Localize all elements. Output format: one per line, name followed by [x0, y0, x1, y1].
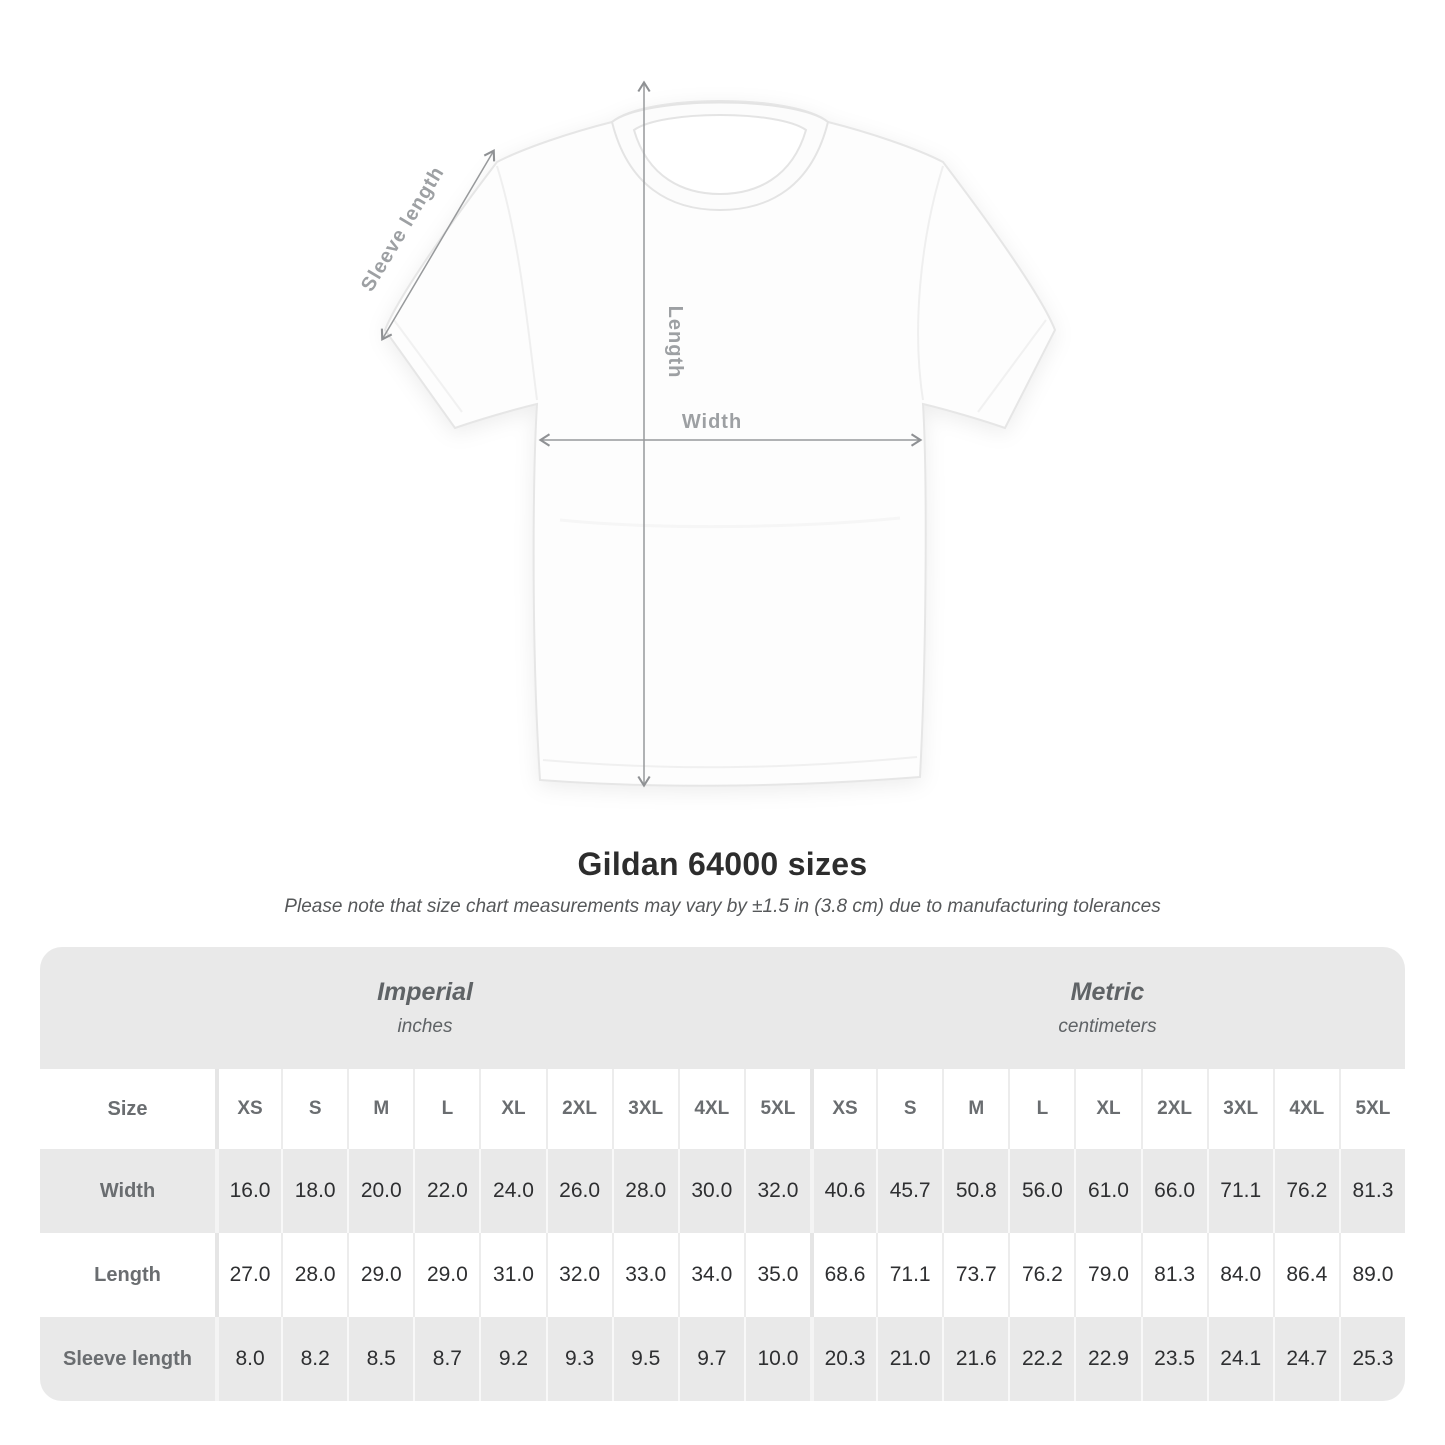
table-cell: 22.2	[1008, 1317, 1075, 1401]
size-table: Imperial inches Metric centimeters Size …	[40, 947, 1405, 1401]
size-col-header: M	[347, 1069, 414, 1149]
table-cell: 22.9	[1074, 1317, 1141, 1401]
table-cell: 16.0	[215, 1149, 282, 1233]
size-col-header: 3XL	[611, 1069, 678, 1149]
table-cell: 81.3	[1338, 1149, 1405, 1233]
size-col-header: L	[1008, 1069, 1075, 1149]
table-cell: 40.6	[810, 1149, 877, 1233]
table-cell: 71.1	[1206, 1149, 1273, 1233]
size-col-header: 5XL	[1338, 1069, 1405, 1149]
table-cell: 24.7	[1272, 1317, 1339, 1401]
sleeve-length-arrow	[380, 149, 496, 341]
width-label: Width	[682, 411, 742, 433]
size-col-header: S	[876, 1069, 943, 1149]
table-cell: 56.0	[1008, 1149, 1075, 1233]
size-col-header: XL	[1074, 1069, 1141, 1149]
metric-group-header: Metric centimeters	[810, 947, 1405, 1069]
table-cell: 28.0	[281, 1233, 348, 1317]
table-cell: 25.3	[1338, 1317, 1405, 1401]
width-annotation: Width	[538, 411, 923, 447]
size-col-header: XS	[810, 1069, 877, 1149]
table-cell: 66.0	[1140, 1149, 1207, 1233]
table-cell: 24.0	[479, 1149, 546, 1233]
table-cell: 31.0	[479, 1233, 546, 1317]
table-cell: 20.3	[810, 1317, 877, 1401]
table-cell: 21.6	[942, 1317, 1009, 1401]
size-col-header: M	[942, 1069, 1009, 1149]
size-col-header: 4XL	[677, 1069, 744, 1149]
table-cell: 79.0	[1074, 1233, 1141, 1317]
table-cell: 21.0	[876, 1317, 943, 1401]
table-cell: 24.1	[1206, 1317, 1273, 1401]
page-title: Gildan 64000 sizes	[577, 846, 868, 882]
table-cell: 86.4	[1272, 1233, 1339, 1317]
size-col-header: XS	[215, 1069, 282, 1149]
size-col-header: XL	[479, 1069, 546, 1149]
table-cell: 30.0	[677, 1149, 744, 1233]
table-cell: 89.0	[1338, 1233, 1405, 1317]
table-cell: 9.3	[545, 1317, 612, 1401]
size-col-header: 5XL	[743, 1069, 810, 1149]
size-header: Size	[40, 1069, 215, 1149]
table-cell: 27.0	[215, 1233, 282, 1317]
table-cell: 84.0	[1206, 1233, 1273, 1317]
metric-unit: centimeters	[1058, 1016, 1157, 1037]
size-col-header: 3XL	[1206, 1069, 1273, 1149]
table-cell: 45.7	[876, 1149, 943, 1233]
table-cell: 76.2	[1272, 1149, 1339, 1233]
tshirt-measurement-diagram: Sleeve length Length Width	[357, 80, 1057, 788]
table-cell: 23.5	[1140, 1317, 1207, 1401]
imperial-group-header: Imperial inches	[40, 947, 810, 1069]
table-cell: 32.0	[545, 1233, 612, 1317]
table-cell: 50.8	[942, 1149, 1009, 1233]
table-cell: 68.6	[810, 1233, 877, 1317]
table-cell: 9.5	[611, 1317, 678, 1401]
tolerance-note: Please note that size chart measurements…	[284, 896, 1161, 917]
table-cell: 34.0	[677, 1233, 744, 1317]
table-cell: 35.0	[743, 1233, 810, 1317]
table-cell: 29.0	[347, 1233, 414, 1317]
row-label: Length	[40, 1233, 215, 1317]
row-label: Width	[40, 1149, 215, 1233]
table-cell: 73.7	[942, 1233, 1009, 1317]
size-col-header: 4XL	[1272, 1069, 1339, 1149]
size-col-header: 2XL	[1140, 1069, 1207, 1149]
table-cell: 76.2	[1008, 1233, 1075, 1317]
table-cell: 8.2	[281, 1317, 348, 1401]
table-cell: 9.7	[677, 1317, 744, 1401]
table-cell: 9.2	[479, 1317, 546, 1401]
table-cell: 71.1	[876, 1233, 943, 1317]
table-cell: 61.0	[1074, 1149, 1141, 1233]
length-label: Length	[664, 306, 686, 379]
table-cell: 20.0	[347, 1149, 414, 1233]
imperial-unit: inches	[397, 1016, 453, 1037]
table-cell: 10.0	[743, 1317, 810, 1401]
row-label: Sleeve length	[40, 1317, 215, 1401]
tshirt-image	[383, 100, 1057, 787]
table-cell: 81.3	[1140, 1233, 1207, 1317]
table-cell: 28.0	[611, 1149, 678, 1233]
table-cell: 32.0	[743, 1149, 810, 1233]
table-cell: 22.0	[413, 1149, 480, 1233]
table-cell: 18.0	[281, 1149, 348, 1233]
size-col-header: 2XL	[545, 1069, 612, 1149]
table-cell: 8.7	[413, 1317, 480, 1401]
table-cell: 26.0	[545, 1149, 612, 1233]
metric-label: Metric	[1070, 978, 1145, 1006]
size-col-header: S	[281, 1069, 348, 1149]
size-col-header: L	[413, 1069, 480, 1149]
table-cell: 29.0	[413, 1233, 480, 1317]
table-cell: 8.0	[215, 1317, 282, 1401]
imperial-label: Imperial	[377, 978, 473, 1006]
table-cell: 8.5	[347, 1317, 414, 1401]
table-cell: 33.0	[611, 1233, 678, 1317]
